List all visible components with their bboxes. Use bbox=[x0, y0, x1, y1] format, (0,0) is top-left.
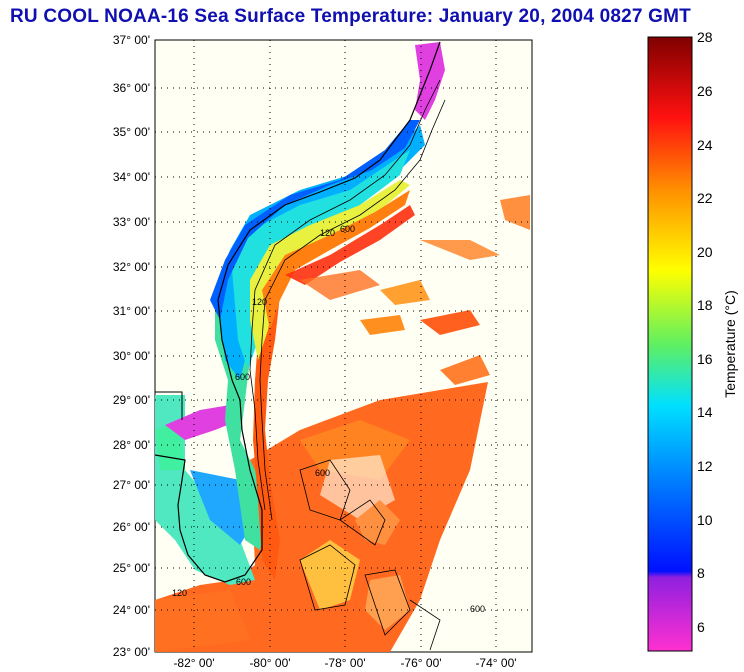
colorbar-tick: 8 bbox=[697, 565, 705, 581]
lat-tick: 30° 00' bbox=[113, 349, 150, 363]
lat-tick: 24° 00' bbox=[113, 603, 150, 617]
map-panel: 120 600 120 600 120 600 600 600 bbox=[154, 39, 533, 653]
colorbar-tick: 22 bbox=[697, 190, 713, 206]
contour-label: 600 bbox=[236, 577, 251, 587]
contour-label: 600 bbox=[315, 468, 330, 478]
colorbar-tick: 14 bbox=[697, 404, 713, 420]
colorbar-tick: 12 bbox=[697, 458, 713, 474]
colorbar-tick: 26 bbox=[697, 83, 713, 99]
warm-swath bbox=[155, 382, 488, 652]
colorbar-tick: 24 bbox=[697, 137, 713, 153]
contour-600m bbox=[259, 99, 446, 521]
colorbar-tick: 28 bbox=[697, 29, 713, 45]
colorbar: 28 26 24 22 20 18 16 14 12 10 8 6 Temper… bbox=[647, 29, 738, 652]
sst-imagery bbox=[155, 42, 530, 652]
latitude-axis: 37° 00' 36° 00' 35° 00' 34° 00' 33° 00' … bbox=[113, 33, 150, 659]
graticule bbox=[155, 40, 532, 652]
contour-label: 600 bbox=[470, 604, 485, 614]
lat-tick: 29° 00' bbox=[113, 393, 150, 407]
colorbar-tick: 6 bbox=[697, 619, 705, 635]
lat-tick: 28° 00' bbox=[113, 438, 150, 452]
lon-tick: -82° 00' bbox=[173, 656, 214, 670]
contour-120m bbox=[249, 79, 441, 511]
longitude-axis: -82° 00' -80° 00' -78° 00' -76° 00' -74°… bbox=[173, 656, 516, 670]
lat-tick: 37° 00' bbox=[113, 33, 150, 47]
lon-tick: -76° 00' bbox=[400, 656, 441, 670]
lat-tick: 27° 00' bbox=[113, 478, 150, 492]
lat-tick: 35° 00' bbox=[113, 125, 150, 139]
contour-label: 600 bbox=[235, 372, 250, 382]
colorbar-tick: 20 bbox=[697, 244, 713, 260]
lat-tick: 31° 00' bbox=[113, 304, 150, 318]
lat-tick: 25° 00' bbox=[113, 561, 150, 575]
lon-tick: -74° 00' bbox=[475, 656, 516, 670]
lat-tick: 36° 00' bbox=[113, 81, 150, 95]
lat-tick: 34° 00' bbox=[113, 170, 150, 184]
contour-label: 120 bbox=[172, 588, 187, 598]
lat-tick: 26° 00' bbox=[113, 520, 150, 534]
chart-title: RU COOL NOAA-16 Sea Surface Temperature:… bbox=[10, 6, 691, 27]
colorbar-scale bbox=[647, 36, 693, 652]
colorbar-tick: 18 bbox=[697, 297, 713, 313]
colorbar-tick: 10 bbox=[697, 512, 713, 528]
coastline bbox=[154, 41, 441, 583]
lat-tick: 33° 00' bbox=[113, 215, 150, 229]
lon-tick: -78° 00' bbox=[324, 656, 365, 670]
contour-label: 120 bbox=[252, 297, 267, 307]
contour-label: 600 bbox=[340, 224, 355, 234]
contour-label: 120 bbox=[320, 228, 335, 238]
lat-tick: 23° 00' bbox=[113, 645, 150, 659]
lon-tick: -80° 00' bbox=[249, 656, 290, 670]
colorbar-tick: 16 bbox=[697, 351, 713, 367]
colorbar-label: Temperature (°C) bbox=[722, 290, 738, 398]
contour-labels: 120 600 120 600 120 600 600 600 bbox=[172, 224, 485, 614]
lat-tick: 32° 00' bbox=[113, 260, 150, 274]
